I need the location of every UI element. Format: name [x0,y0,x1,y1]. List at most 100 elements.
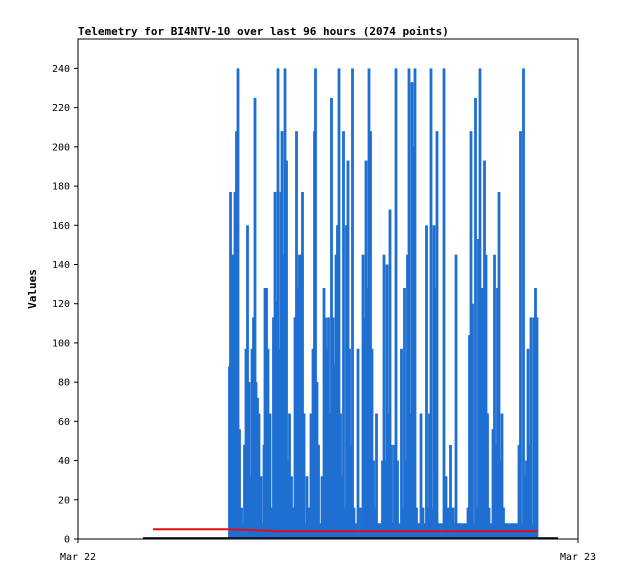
telemetry-bar [535,317,539,539]
telemetry-bar [266,348,270,539]
telemetry-bar [322,288,326,539]
telemetry-bar [296,288,300,539]
y-tick-label: 180 [52,182,70,193]
telemetry-bar [340,476,344,539]
telemetry-bar [243,444,246,539]
telemetry-bar [270,507,274,539]
telemetry-bar [301,191,304,539]
telemetry-bar [375,413,378,539]
telemetry-bar [259,476,263,539]
telemetry-bar [330,97,333,539]
telemetry-bar [293,317,297,539]
telemetry-bar [315,382,319,539]
telemetry-bar [481,288,485,539]
telemetry-bar [339,413,342,539]
telemetry-bar [370,348,374,539]
telemetry-bar [421,507,425,539]
telemetry-bar [324,317,327,539]
telemetry-bar [475,507,479,539]
telemetry-bar [409,413,412,539]
telemetry-bar [311,348,315,539]
telemetry-bar [484,254,488,539]
telemetry-bar [500,413,504,539]
x-tick-label-end: Mar 23 [560,552,596,563]
telemetry-bar [385,264,389,539]
telemetry-bar [250,348,254,539]
x-tick-label-start: Mar 22 [60,552,96,563]
telemetry-bar [496,288,499,539]
y-tick-label: 20 [58,495,70,506]
telemetry-bar [419,413,423,539]
telemetry-bar [406,254,409,539]
telemetry-bar [356,348,360,539]
telemetry-bar [491,429,495,539]
telemetry-bar [449,444,452,539]
telemetry-bar [268,413,272,539]
telemetry-bar [474,97,477,539]
telemetry-bar [497,191,501,539]
telemetry-bar [407,68,411,539]
red-line-series [153,528,538,533]
y-tick-label: 120 [52,299,70,310]
telemetry-bar [396,460,399,539]
telemetry-bar [477,239,480,539]
telemetry-bar [502,507,505,539]
telemetry-bar [388,209,392,539]
telemetry-bar [288,413,291,539]
telemetry-bar [314,68,317,539]
y-tick-label: 100 [52,338,70,349]
telemetry-bar [426,507,430,539]
telemetry-bar [256,397,259,539]
telemetry-bar [394,68,398,539]
telemetry-bar [328,413,332,539]
telemetry-bar [235,131,238,539]
telemetry-bar [298,254,301,539]
telemetry-bar [401,507,405,539]
telemetry-bar [331,317,335,539]
telemetry-bar [480,288,483,539]
telemetry-bar [351,68,354,539]
telemetry-bar [348,348,351,539]
telemetry-bar [337,68,341,539]
telemetry-bar [428,413,431,539]
telemetry-bar [317,444,320,539]
telemetry-bar [290,476,293,539]
telemetry-bar [415,507,418,539]
telemetry-bar [367,68,371,539]
telemetry-bar [240,507,243,539]
telemetry-bar [373,507,377,539]
telemetry-bar [528,444,531,539]
telemetry-bar [425,225,428,539]
telemetry-bars [228,68,539,539]
y-tick-label: 200 [52,142,70,153]
telemetry-bar [276,68,280,539]
telemetry-bar [309,413,313,539]
telemetry-bar [434,288,437,539]
telemetry-bar [247,382,251,539]
telemetry-bar [390,444,393,539]
telemetry-bar [478,68,482,539]
telemetry-bar [435,131,439,539]
telemetry-bar [278,348,281,539]
telemetry-bar [352,507,356,539]
y-tick-label: 140 [52,260,70,271]
telemetry-bar [345,225,348,539]
y-axis-label: Values [26,269,39,309]
telemetry-bar [283,68,287,539]
telemetry-bar [246,225,249,539]
telemetry-bar [325,348,329,539]
telemetry-bar [387,413,390,539]
telemetry-bar [285,160,288,539]
telemetry-bar [273,191,277,539]
telemetry-bar [483,160,486,539]
telemetry-bar [295,131,298,539]
telemetry-bar [305,476,309,539]
telemetry-bar [282,254,285,539]
telemetry-bar [359,507,362,539]
telemetry-bar [431,507,434,539]
telemetry-bar [468,335,471,539]
telemetry-bar [466,507,470,539]
telemetry-bar [403,288,406,539]
